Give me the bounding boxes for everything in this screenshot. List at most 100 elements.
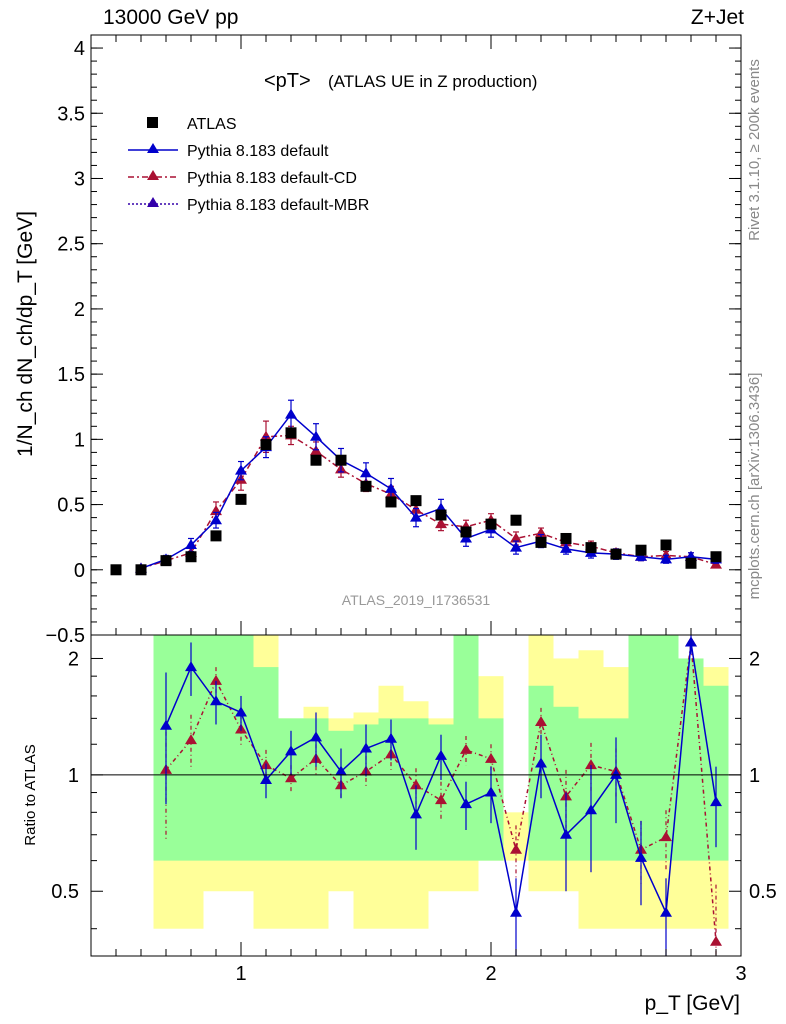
ratio-default-point: [185, 661, 197, 672]
ratio-default-point: [235, 706, 247, 717]
atlas-point: [460, 526, 472, 538]
ratio-tick-label-right: 2: [749, 648, 760, 670]
ratio-cd-point: [710, 935, 722, 946]
legend-marker-default: [147, 143, 159, 153]
ratio-default-point: [485, 786, 497, 797]
atlas-point: [585, 542, 597, 554]
ratio-cd-point: [435, 794, 447, 805]
atlas-point: [160, 555, 172, 567]
band-green: [678, 658, 704, 861]
y-tick-label: 1.5: [57, 364, 85, 386]
ratio-cd-point: [585, 759, 597, 770]
ratio-tick-label-right: 0.5: [749, 881, 777, 903]
atlas-point: [185, 551, 197, 563]
ratio-default-point: [685, 636, 697, 647]
default-point: [360, 467, 372, 478]
ratio-default-point: [585, 804, 597, 815]
default-point: [285, 408, 297, 419]
legend: ATLAS Pythia 8.183 default Pythia 8.183 …: [128, 116, 369, 214]
ratio-default-point: [260, 773, 272, 784]
x-tick-label: 2: [485, 963, 496, 985]
analysis-label: ATLAS_2019_I1736531: [342, 592, 491, 608]
default-point: [185, 539, 197, 549]
default-point: [210, 514, 222, 525]
atlas-point: [360, 480, 372, 492]
atlas-point: [335, 454, 347, 466]
cd-point: [260, 430, 272, 441]
default-point: [660, 553, 672, 564]
legend-marker-mbr: [147, 197, 159, 207]
atlas-point: [235, 493, 247, 505]
ratio-tick-label-left: 0.5: [51, 881, 79, 903]
ratio-default-point: [435, 749, 447, 760]
default-point: [460, 532, 472, 543]
ratio-axis-label: Ratio to ATLAS: [22, 744, 39, 845]
default-point: [385, 482, 397, 493]
default-line: [140, 413, 717, 570]
default-point: [510, 541, 522, 552]
atlas-point: [285, 427, 297, 439]
ratio-cd-point: [285, 772, 297, 783]
atlas-point: [110, 564, 122, 576]
ratio-cd-point: [460, 743, 472, 754]
band-green: [203, 635, 229, 861]
atlas-point: [660, 539, 672, 551]
legend-entry-cd: Pythia 8.183 default-CD: [187, 170, 357, 187]
atlas-point: [410, 495, 422, 507]
y-tick-label: −0.5: [46, 625, 85, 647]
axes: −0.5 0 0.5 1 1.5 2 2.5 3 3.5 4 1 2 3 0.5 0.5 1 1 2 2: [46, 35, 777, 985]
ratio-tick-label-right: 1: [749, 765, 760, 787]
atlas-point: [310, 454, 322, 466]
default-point: [410, 511, 422, 522]
legend-marker-cd: [147, 170, 159, 180]
ratio-default-point: [335, 765, 347, 776]
ratio-default-point: [310, 731, 322, 742]
cd-point: [510, 532, 522, 543]
x-axis-label: p_T [GeV]: [645, 992, 740, 1015]
ratio-tick-label-left: 2: [68, 648, 79, 670]
ratio-default-point: [385, 732, 397, 743]
band-green: [228, 635, 254, 861]
header-channel: Z+Jet: [690, 6, 744, 29]
legend-entry-mbr: Pythia 8.183 default-MBR: [187, 197, 369, 214]
ratio-default-point: [660, 906, 672, 917]
ratio-default-point: [160, 719, 172, 730]
header-process: 13000 GeV pp: [103, 6, 239, 29]
ratio-cd-point: [510, 843, 522, 854]
x-tick-label: 1: [235, 963, 246, 985]
cd-point: [435, 518, 447, 529]
atlas-point: [610, 548, 622, 560]
legend-marker-atlas: [147, 117, 158, 128]
y-tick-label: 3.5: [57, 103, 85, 125]
band-green: [653, 635, 679, 861]
ratio-cd-point: [185, 734, 197, 745]
atlas-point: [710, 551, 722, 563]
y-tick-label: 4: [74, 38, 85, 60]
default-point: [635, 550, 647, 561]
ratio-default-point: [610, 768, 622, 779]
default-point: [235, 464, 247, 475]
ratio-cd-point: [410, 779, 422, 790]
main-series: [110, 399, 722, 576]
ratio-default-point: [510, 906, 522, 917]
ratio-default-point: [460, 798, 472, 809]
atlas-point: [135, 564, 147, 576]
ratio-default-point: [360, 742, 372, 753]
y-tick-label: 2.5: [57, 234, 85, 256]
ratio-default-point: [410, 808, 422, 819]
default-point: [560, 542, 572, 553]
ratio-default-point: [710, 796, 722, 807]
ratio-default-point: [560, 828, 572, 839]
atlas-point: [685, 557, 697, 569]
ratio-default-point: [210, 695, 222, 706]
ratio-default-point: [285, 745, 297, 756]
ratio-cd-point: [210, 674, 222, 685]
mcplots-label: mcplots.cern.ch [arXiv:1306.3436]: [746, 373, 763, 600]
y-tick-label: 0.5: [57, 495, 85, 517]
ratio-cd-point: [535, 715, 547, 726]
atlas-point: [510, 514, 522, 526]
atlas-point: [260, 439, 272, 451]
default-point: [310, 430, 322, 441]
ratio-tick-label-left: 1: [68, 765, 79, 787]
